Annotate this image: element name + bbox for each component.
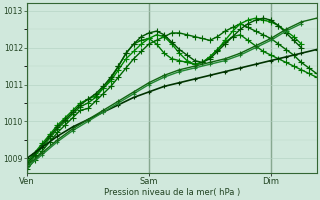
X-axis label: Pression niveau de la mer( hPa ): Pression niveau de la mer( hPa ) [104, 188, 240, 197]
